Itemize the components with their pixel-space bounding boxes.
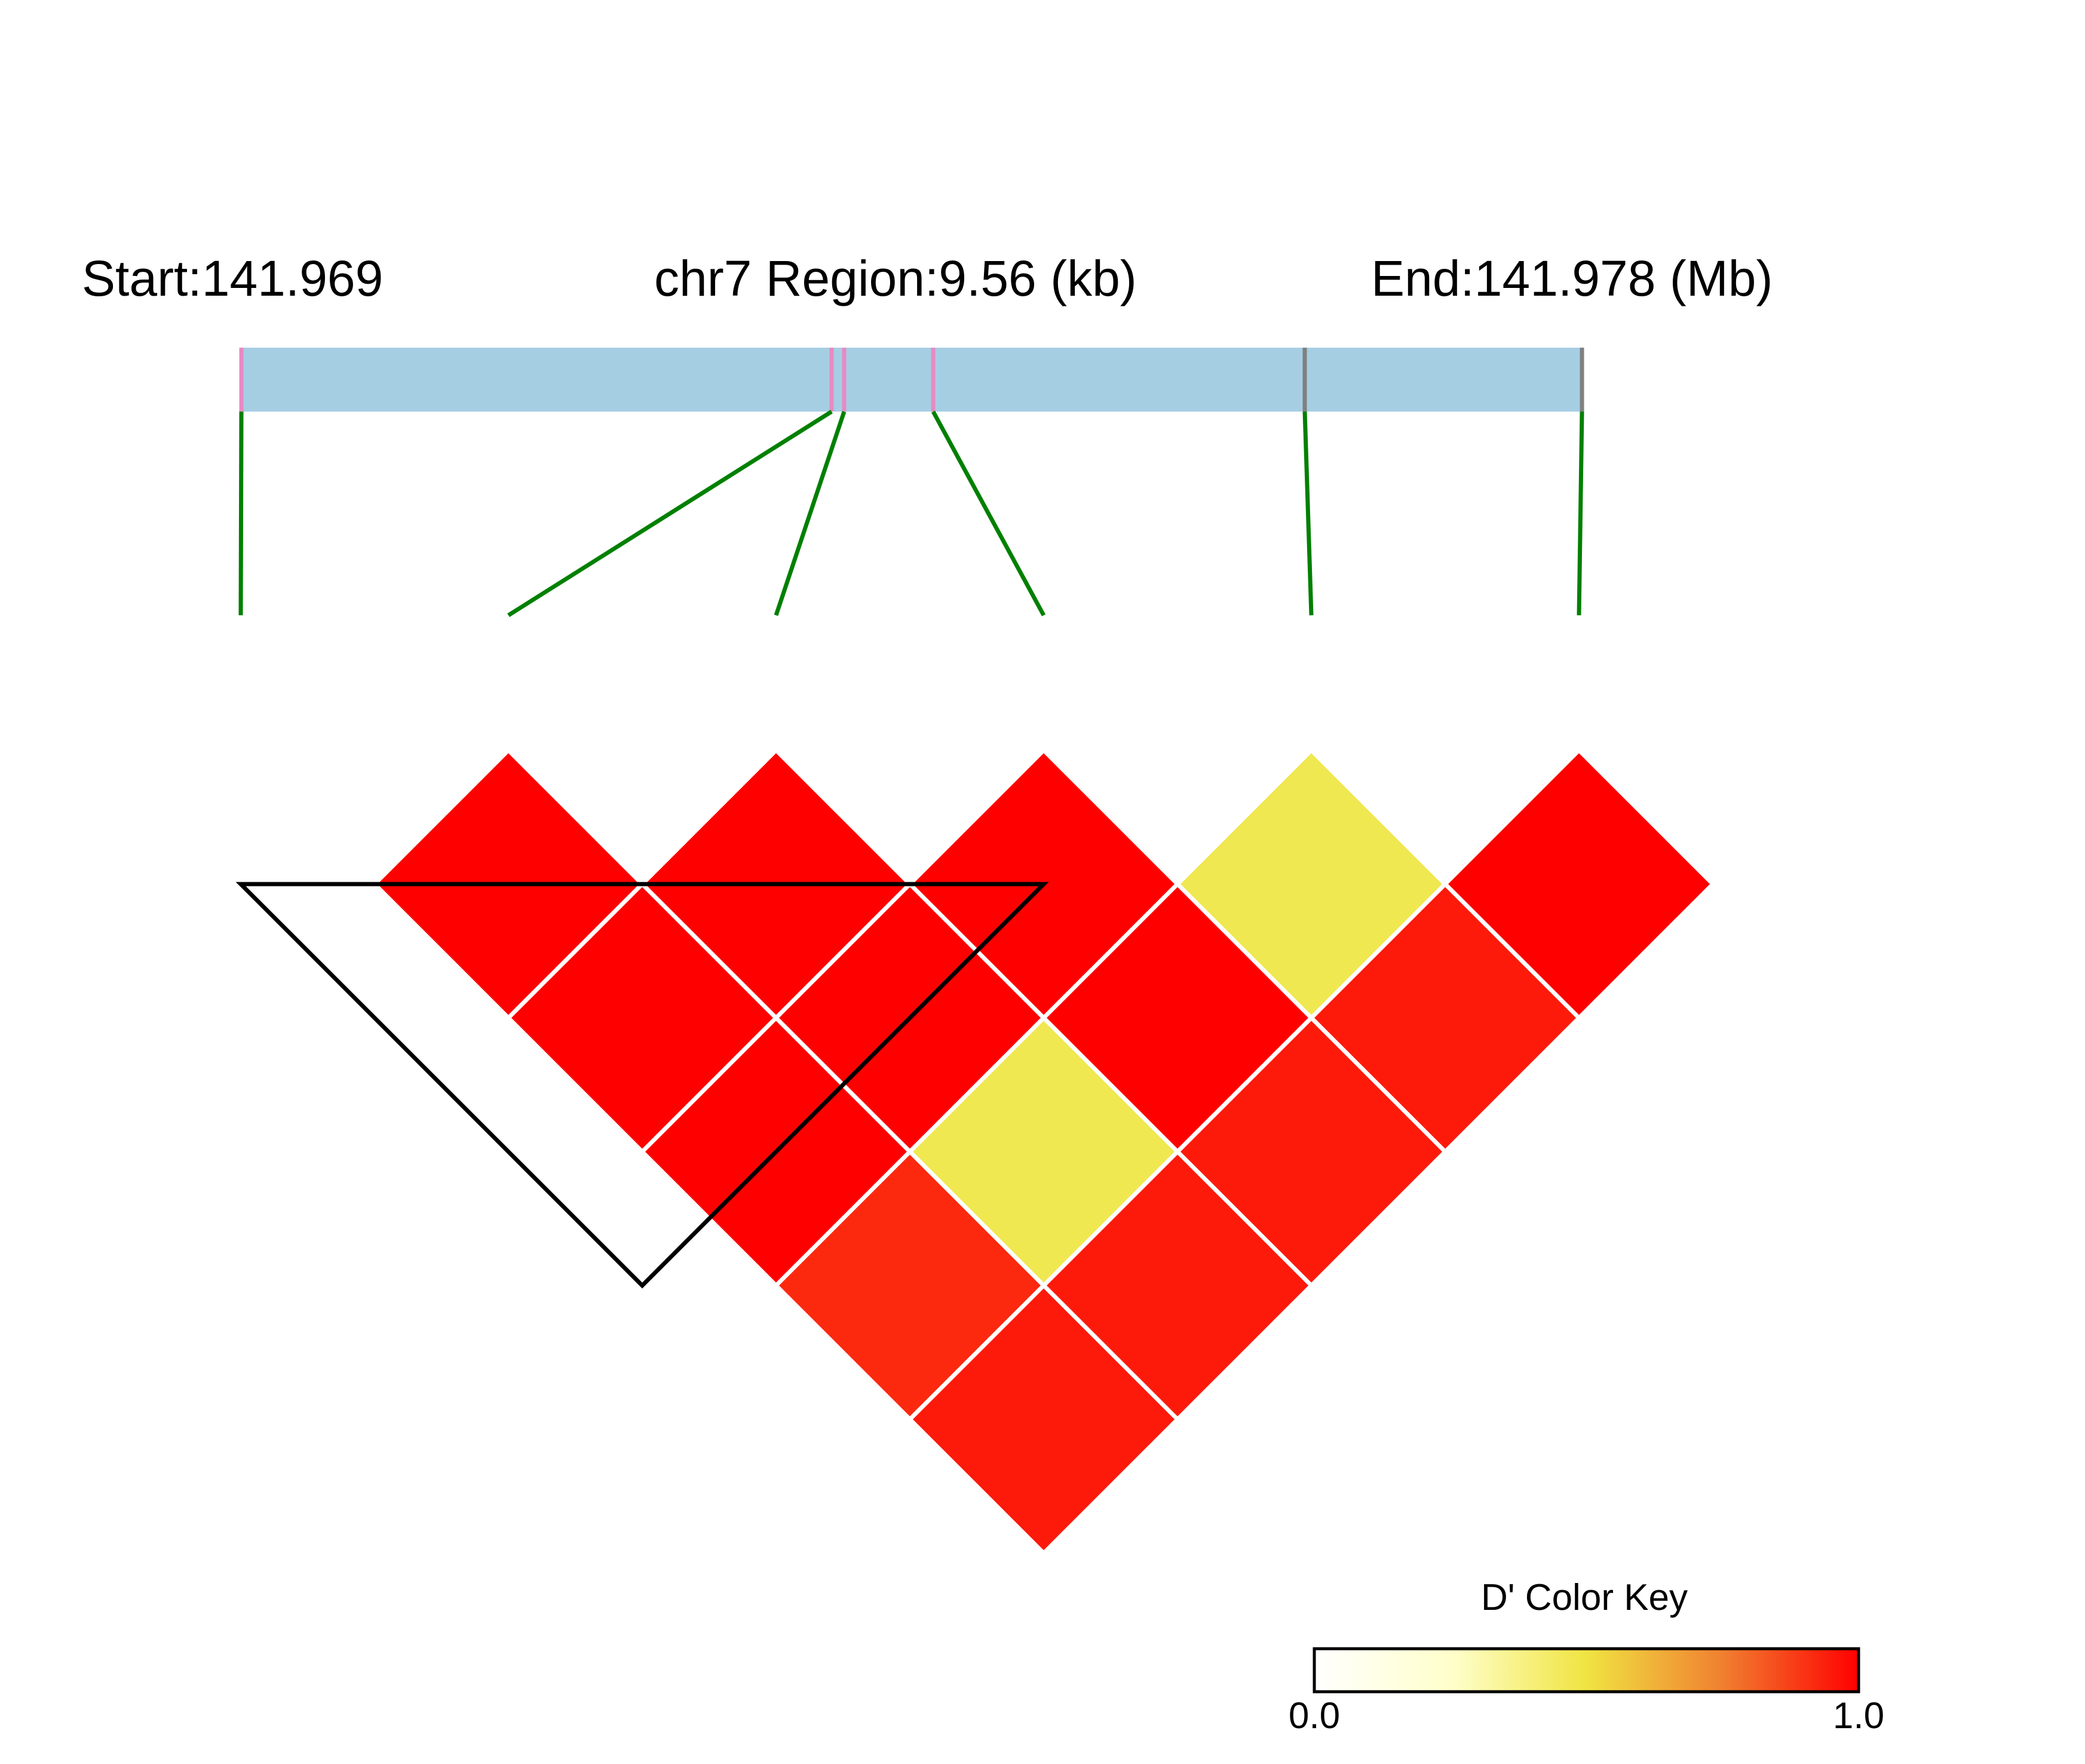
color-key-title: D' Color Key [1481,1577,1688,1618]
snp-markers [239,348,1584,412]
snp-connector [507,410,833,617]
color-key-max-label: 1.0 [1833,1695,1884,1737]
ld-block-outline [235,882,1049,1289]
end-label: End:141.978 (Mb) [1371,250,1773,306]
color-key-min-label: 0.0 [1289,1695,1340,1737]
region-header: Start:141.969 chr7 Region:9.56 (kb) End:… [82,250,1773,306]
color-key-gradient [1313,1647,1860,1694]
ld-cells [372,747,1716,1556]
snp-connector [1302,411,1314,616]
region-bar [241,348,1583,412]
snp-connector [931,410,1046,616]
snp-connector [1577,411,1584,616]
start-label: Start:141.969 [82,250,383,306]
snp-connectors [238,410,1584,617]
ld-cell [907,1283,1181,1556]
snp-connector [774,410,847,616]
region-label: chr7 Region:9.56 (kb) [654,250,1137,306]
color-key: D' Color Key 0.0 1.0 [1289,1577,1884,1737]
ld-blocks [235,882,1049,1289]
